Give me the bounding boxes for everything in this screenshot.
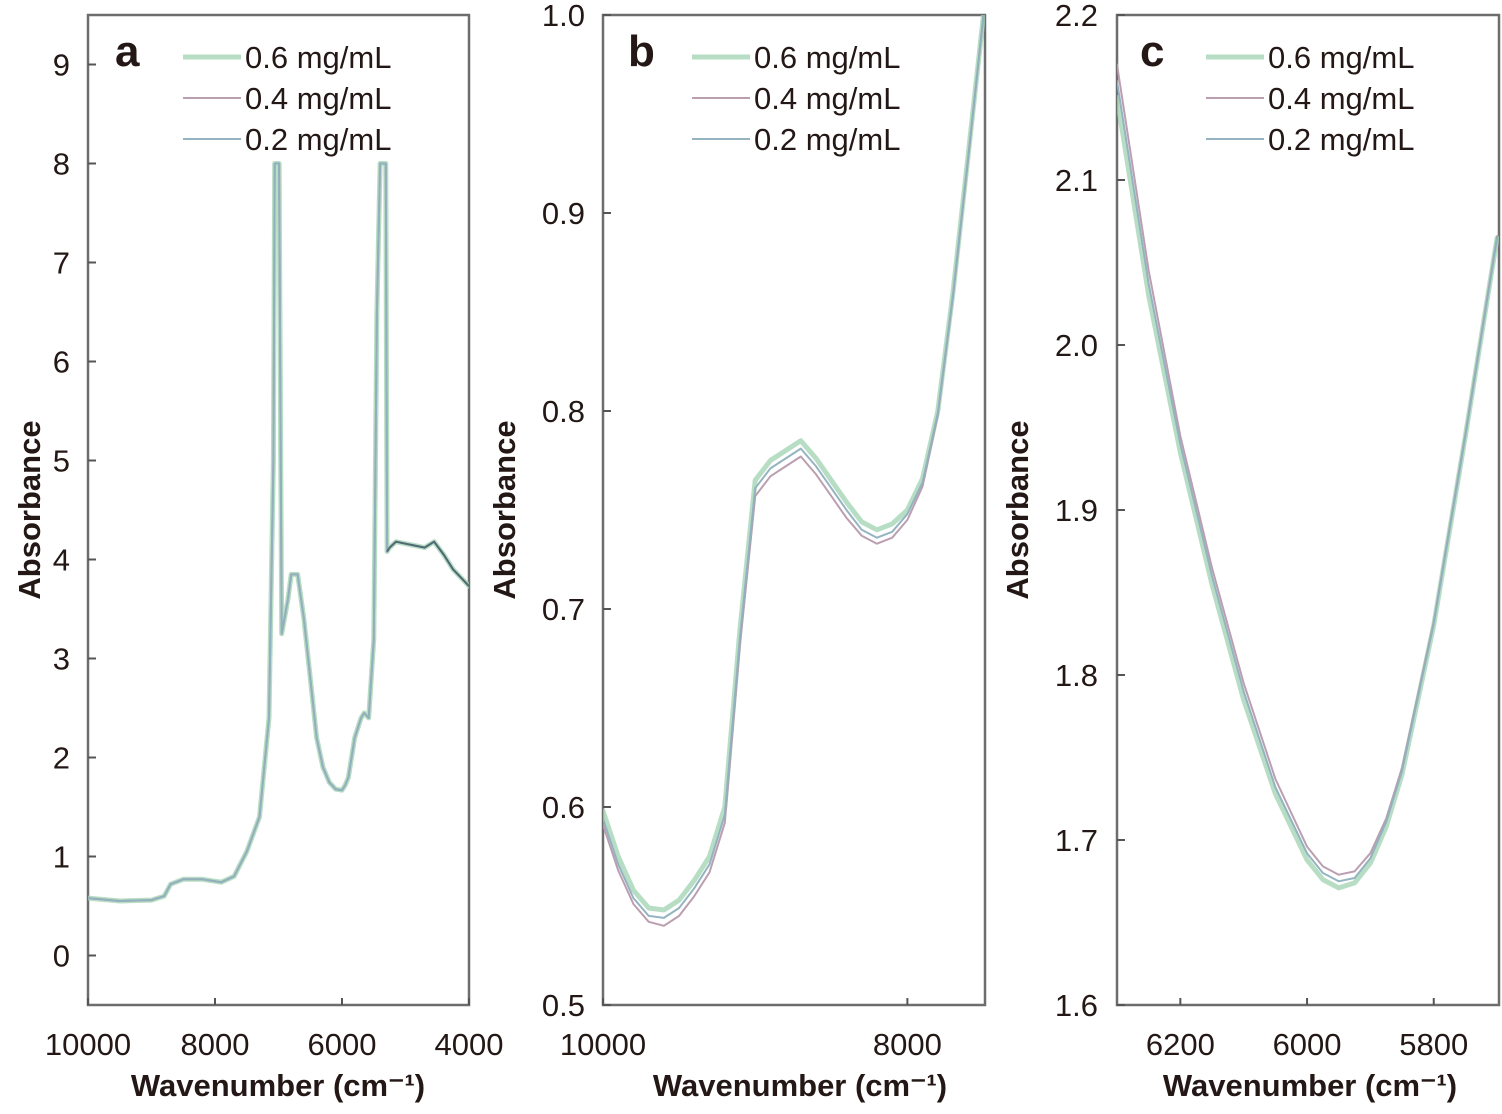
panel-a-y-axis-title: Absorbance [12,420,47,599]
panel-c-y-tick-label: 2.0 [1055,328,1098,363]
panel-b-legend-label-04: 0.4 mg/mL [754,81,900,116]
panel-b-y-tick-label: 0.9 [542,196,585,231]
panel-b-y-tick-label: 1.0 [542,0,585,33]
panel-a-plot-frame [86,13,471,1007]
panel-c-y-tick-label: 2.2 [1055,0,1098,33]
panel-c-x-axis-title: Wavenumber (cm⁻¹) [1163,1068,1457,1103]
panel-b-x-tick-label: 10000 [560,1027,646,1062]
panel-a-y-tick-label: 4 [53,543,70,578]
panel-c-legend-label-06: 0.6 mg/mL [1268,40,1414,75]
panel-c-ticks-layer: 1.6 1.7 1.8 1.9 2.0 2.1 2.2 6200 6000 5800 [1055,0,1468,1062]
panel-c-y-tick-label: 1.9 [1055,493,1098,528]
panel-c-y-tick-label: 2.1 [1055,163,1098,198]
panel-c-x-tick-label: 5800 [1399,1027,1468,1062]
panel-b-series-layer [603,15,985,927]
panel-c: 1.6 1.7 1.8 1.9 2.0 2.1 2.2 6200 6000 5800 c 0.6 … [1000,0,1501,1103]
panel-b-y-tick-label: 0.5 [542,988,585,1023]
panel-a-x-axis-title: Wavenumber (cm⁻¹) [131,1068,425,1103]
panel-a-series-06-line [88,161,469,904]
panel-c-legend: 0.6 mg/mL 0.4 mg/mL 0.2 mg/mL [1206,40,1414,157]
panel-a-ticks-layer: 0 1 2 3 4 5 6 7 8 9 10000 8000 6000 4000 [45,48,504,1063]
panel-a-y-tick-label: 0 [53,939,70,974]
panel-b-legend: 0.6 mg/mL 0.4 mg/mL 0.2 mg/mL [692,40,900,157]
panel-b-y-axis-title: Absorbance [487,420,522,599]
panel-b-legend-label-06: 0.6 mg/mL [754,40,900,75]
panel-b-y-tick-label: 0.7 [542,592,585,627]
panel-c-y-axis-title: Absorbance [1000,420,1035,599]
panel-a-y-tick-label: 1 [53,840,70,875]
panel-c-y-tick-label: 1.6 [1055,988,1098,1023]
panel-b-legend-label-02: 0.2 mg/mL [754,122,900,157]
panel-a-y-tick-label: 7 [53,246,70,281]
panel-b-x-axis-title: Wavenumber (cm⁻¹) [653,1068,947,1103]
panel-a-y-tick-label: 8 [53,147,70,182]
panel-a-y-tick-label: 5 [53,444,70,479]
panel-c-x-tick-label: 6000 [1273,1027,1342,1062]
panel-c-series-04-line [1117,63,1499,876]
panel-c-series-06-line [1117,95,1499,891]
panel-c-y-tick-label: 1.7 [1055,823,1098,858]
panel-a-y-tick-label: 3 [53,642,70,677]
panel-a-letter: a [115,27,140,76]
panel-a-x-tick-label: 6000 [308,1027,377,1062]
panel-a-series-layer [88,161,469,904]
panel-b-series-04-line [603,15,985,927]
panel-c-x-tick-label: 6200 [1146,1027,1215,1062]
panel-c-y-tick-label: 1.8 [1055,658,1098,693]
panel-b-series-06-line [603,15,985,913]
panel-c-legend-label-04: 0.4 mg/mL [1268,81,1414,116]
panel-b-series-02-line [603,15,985,919]
panel-b-y-tick-label: 0.8 [542,394,585,429]
panel-a-noise-overlay-line [386,540,469,587]
panel-c-legend-label-02: 0.2 mg/mL [1268,122,1414,157]
panel-a-legend: 0.6 mg/mL 0.4 mg/mL 0.2 mg/mL [183,40,391,157]
panel-b-x-tick-label: 8000 [873,1027,942,1062]
panel-a-y-tick-label: 2 [53,741,70,776]
panel-b-y-tick-label: 0.6 [542,790,585,825]
panel-b-letter: b [628,27,655,76]
panel-b-plot-frame [601,13,987,1007]
panel-a-x-tick-label: 8000 [181,1027,250,1062]
panel-a-legend-label-06: 0.6 mg/mL [245,40,391,75]
panel-c-series-02-line [1117,80,1499,883]
panel-a-y-tick-label: 9 [53,48,70,83]
panel-a-x-tick-label: 4000 [435,1027,504,1062]
panel-a-x-tick-label: 10000 [45,1027,131,1062]
panel-a-legend-label-04: 0.4 mg/mL [245,81,391,116]
panel-b-ticks-layer: 0.5 0.6 0.7 0.8 0.9 1.0 10000 8000 [542,0,942,1062]
panel-c-series-layer [1117,63,1499,891]
panel-a-legend-label-02: 0.2 mg/mL [245,122,391,157]
panel-a-y-tick-label: 6 [53,345,70,380]
panel-c-letter: c [1140,27,1164,76]
